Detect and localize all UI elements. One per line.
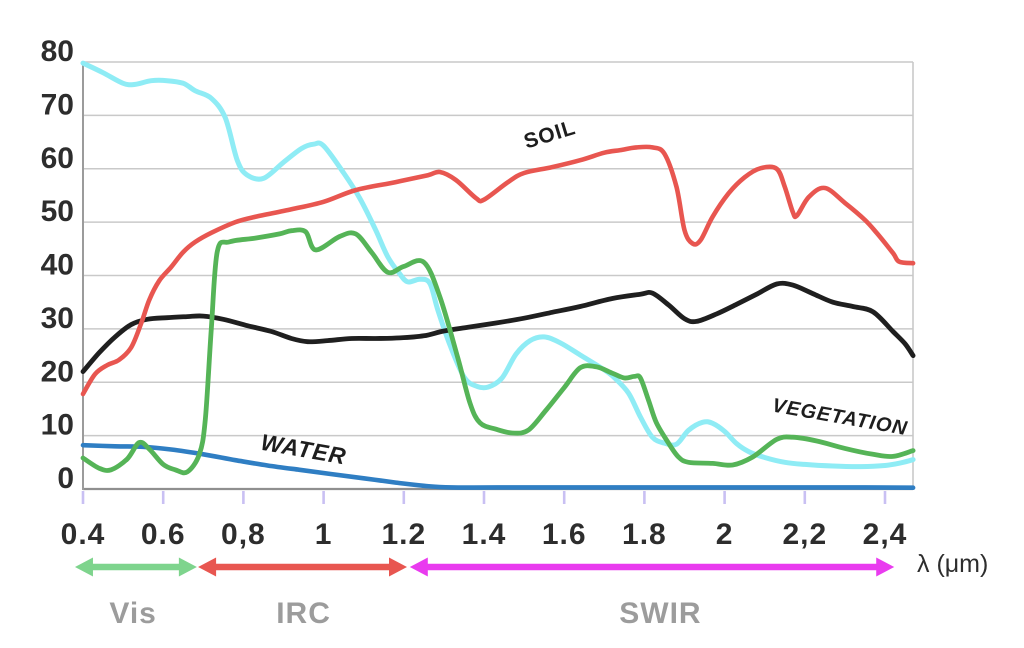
curve-label-vegetation: VEGETATION [771,395,910,440]
series-soil [80,144,916,397]
y-tick-label: 60 [41,142,74,175]
x-tick-label: 0,8 [221,518,266,551]
y-tick-label: 50 [41,195,74,228]
band-label-irc: IRC [276,597,331,630]
series-cyan-unlabeled-curve [80,60,916,470]
y-tick-label: 30 [41,302,74,335]
x-tick-label: 2,2 [782,518,827,551]
band-arrow-left-head-vis [74,557,93,577]
band-arrow-right-head-vis [178,557,197,577]
x-axis-unit-label: λ (μm) [917,550,988,578]
x-tick-label: 1.6 [542,518,587,551]
band-label-vis: Vis [109,597,157,630]
y-tick-label: 0 [57,462,74,495]
x-tick-label: 1.4 [462,518,507,551]
y-tick-label: 40 [41,249,74,282]
x-tick-label: 2,4 [863,518,908,551]
band-arrow-right-head-swir [876,557,895,577]
band-arrow-right-head-irc [389,557,408,577]
band-label-swir: SWIR [619,597,701,630]
x-tick-label: 0.6 [141,518,186,551]
series-black-unlabeled-curve [80,280,916,374]
band-arrow-left-head-irc [198,557,217,577]
x-tick-label: 1.2 [381,518,426,551]
x-tick-label: 1.8 [622,518,667,551]
x-tick-label: 0.4 [61,518,106,551]
y-tick-label: 10 [41,409,74,442]
y-tick-label: 80 [41,35,74,68]
band-arrow-left-head-swir [409,557,428,577]
series-vegetation [80,227,916,476]
y-tick-label: 20 [41,355,74,388]
y-tick-label: 70 [41,88,74,121]
x-tick-label: 2 [716,518,734,551]
series-water [80,442,916,490]
curve-label-soil: SOIL [521,116,578,153]
x-tick-label: 1 [315,518,333,551]
